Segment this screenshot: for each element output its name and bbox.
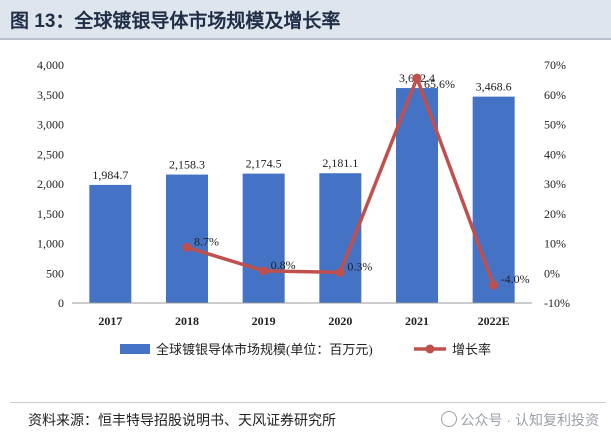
chart-title: 图 13：全球镀银导体市场规模及增长率 <box>10 11 341 32</box>
x-tick-label: 2019 <box>252 314 276 328</box>
y-left-tick-label: 4,000 <box>37 58 64 72</box>
growth-point <box>412 73 422 83</box>
y-right-tick-label: 60% <box>544 88 566 102</box>
x-tick-label: 2017 <box>98 314 122 328</box>
x-tick-label: 2020 <box>328 314 352 328</box>
y-left-tick-label: 1,000 <box>37 237 64 251</box>
growth-data-label: 8.7% <box>194 234 219 248</box>
y-left-tick-label: 2,500 <box>37 147 64 161</box>
legend-bar-swatch <box>120 344 150 354</box>
y-right-tick-label: 10% <box>544 237 566 251</box>
growth-data-label: -4.0% <box>501 272 530 286</box>
y-left-tick-label: 500 <box>46 266 64 280</box>
growth-data-label: 65.6% <box>424 77 455 91</box>
y-right-tick-label: 0% <box>544 266 560 280</box>
legend-bar-label: 全球镀银导体市场规模(单位：百万元) <box>156 342 373 357</box>
x-tick-label: 2022E <box>478 314 510 328</box>
y-left-tick-label: 1,500 <box>37 207 64 221</box>
y-right-tick-label: 20% <box>544 207 566 221</box>
growth-data-label: 0.3% <box>347 259 372 273</box>
growth-data-label: 0.8% <box>271 258 296 272</box>
legend-line-label: 增长率 <box>452 342 491 357</box>
growth-point <box>182 242 192 252</box>
wechat-logo-icon <box>440 411 457 427</box>
growth-point <box>335 267 345 277</box>
bar-data-label: 2,181.1 <box>322 156 358 170</box>
bar <box>396 88 438 303</box>
bar <box>472 96 515 303</box>
y-right-tick-label: -10% <box>544 296 570 310</box>
source-divider <box>10 402 606 403</box>
y-right-tick-label: 40% <box>544 147 566 161</box>
title-bar: 图 13：全球镀银导体市场规模及增长率 <box>0 0 611 40</box>
y-left-tick-label: 0 <box>58 296 64 310</box>
bar-data-label: 2,174.5 <box>246 157 282 171</box>
bar-data-label: 2,158.3 <box>169 158 205 172</box>
watermark: 公众号 · 认知复利投资 <box>440 410 599 430</box>
y-right-tick-label: 30% <box>544 177 566 191</box>
y-left-tick-label: 3,500 <box>37 88 64 102</box>
growth-point <box>259 266 269 276</box>
bar <box>166 174 208 303</box>
y-left-tick-label: 2,000 <box>37 177 64 191</box>
y-right-tick-label: 70% <box>544 58 566 72</box>
y-right-tick-label: 50% <box>544 118 566 132</box>
bar-data-label: 3,468.6 <box>476 80 512 94</box>
x-tick-label: 2018 <box>175 314 199 328</box>
source-note: 资料来源：恒丰特导招股说明书、天风证券研究所 <box>28 412 336 428</box>
bar <box>89 184 132 303</box>
legend-line-marker <box>425 344 435 354</box>
bar-data-label: 1,984.7 <box>92 168 128 182</box>
growth-point <box>489 280 499 290</box>
x-tick-label: 2021 <box>405 314 429 328</box>
combo-chart: 0 500 1,000 1,500 2,000 2,500 3,000 3,500 4,000 -… <box>37 58 570 357</box>
watermark-text: 公众号 · 认知复利投资 <box>460 412 599 428</box>
y-left-tick-label: 3,000 <box>37 118 64 132</box>
bar <box>242 173 285 303</box>
